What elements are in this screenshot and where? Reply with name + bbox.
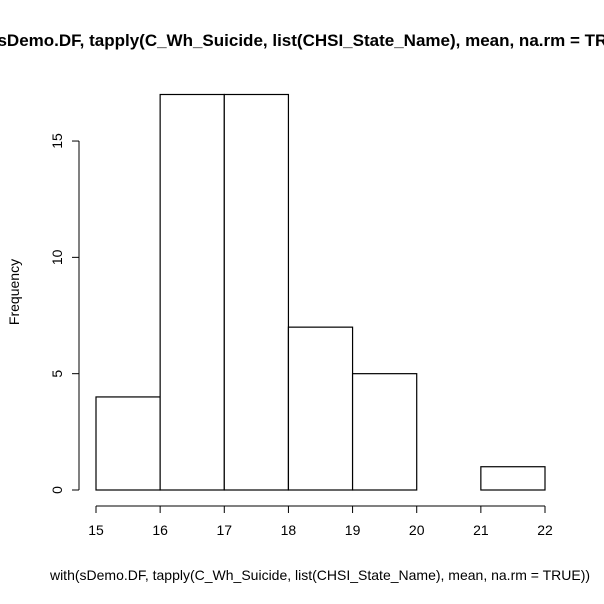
x-tick-label: 21 — [473, 522, 489, 538]
x-tick-label: 17 — [216, 522, 232, 538]
histogram-bar-16-17 — [159, 93, 225, 491]
histogram-bar-18-19 — [287, 326, 354, 491]
y-tick-label: 5 — [49, 370, 65, 378]
y-tick-label: 0 — [49, 486, 65, 494]
histogram-bar-21-22 — [480, 466, 546, 491]
histogram-bar-19-20 — [351, 373, 418, 491]
x-tick-label: 19 — [345, 522, 361, 538]
x-tick-label: 22 — [537, 522, 553, 538]
y-tick-label: 15 — [49, 133, 65, 149]
y-tick-label: 10 — [49, 249, 65, 265]
x-tick-label: 18 — [281, 522, 297, 538]
x-tick-label: 15 — [88, 522, 104, 538]
histogram-bar-17-18 — [223, 93, 290, 491]
x-tick-label: 20 — [409, 522, 425, 538]
y-axis: 0 5 10 15 — [49, 133, 80, 494]
x-axis-label: with(sDemo.DF, tapply(C_Wh_Suicide, list… — [49, 567, 590, 583]
chart-title: with(sDemo.DF, tapply(C_Wh_Suicide, list… — [0, 31, 604, 50]
x-tick-label: 16 — [152, 522, 168, 538]
y-axis-label: Frequency — [6, 259, 22, 325]
bars-group — [95, 93, 546, 491]
x-axis: 15 16 17 18 19 20 21 22 — [88, 505, 553, 538]
histogram-bar-15-16 — [95, 396, 161, 491]
